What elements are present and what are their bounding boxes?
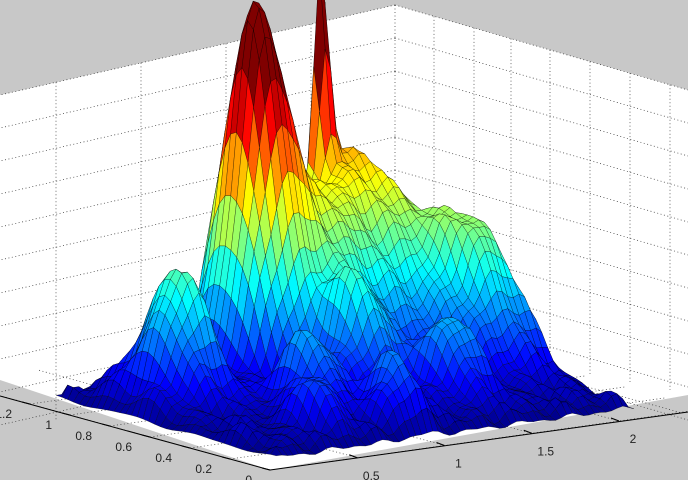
x-tick-mark xyxy=(610,417,620,422)
x-tick-mark xyxy=(436,442,445,446)
y-tick-mark xyxy=(21,401,31,405)
y-tick-mark xyxy=(181,445,191,449)
y-tick-label: 0.6 xyxy=(115,440,132,454)
y-tick-label: 0.2 xyxy=(195,462,212,476)
x-ticks: 0.5 1 1.5 2 xyxy=(349,417,637,480)
surface-patch xyxy=(270,446,283,456)
y-tick-mark xyxy=(101,423,111,427)
y-tick-mark xyxy=(141,434,151,438)
y-tick-mark xyxy=(221,456,231,460)
x-tick-mark xyxy=(349,454,358,459)
y-tick-label: 0.4 xyxy=(155,451,172,465)
x-axis-line xyxy=(269,411,688,471)
x-tick-mark xyxy=(523,429,532,434)
y-tick-label: 0 xyxy=(245,473,252,480)
y-tick-mark xyxy=(261,467,271,471)
x-tick-label: 0.5 xyxy=(363,469,380,480)
y-tick-label: 1 xyxy=(45,418,52,432)
y-tick-label: 0.8 xyxy=(75,429,92,443)
y-tick-label: 1.2 xyxy=(0,407,12,421)
x-tick-label: 1 xyxy=(455,457,462,471)
x-tick-label: 1.5 xyxy=(537,444,554,458)
floor-gridline xyxy=(37,369,358,459)
y-ticks: 0 0.2 0.4 0.6 0.8 1 1.2 xyxy=(0,401,271,480)
y-tick-mark xyxy=(61,412,71,416)
surface xyxy=(56,0,634,456)
x-tick-label: 2 xyxy=(630,432,637,446)
